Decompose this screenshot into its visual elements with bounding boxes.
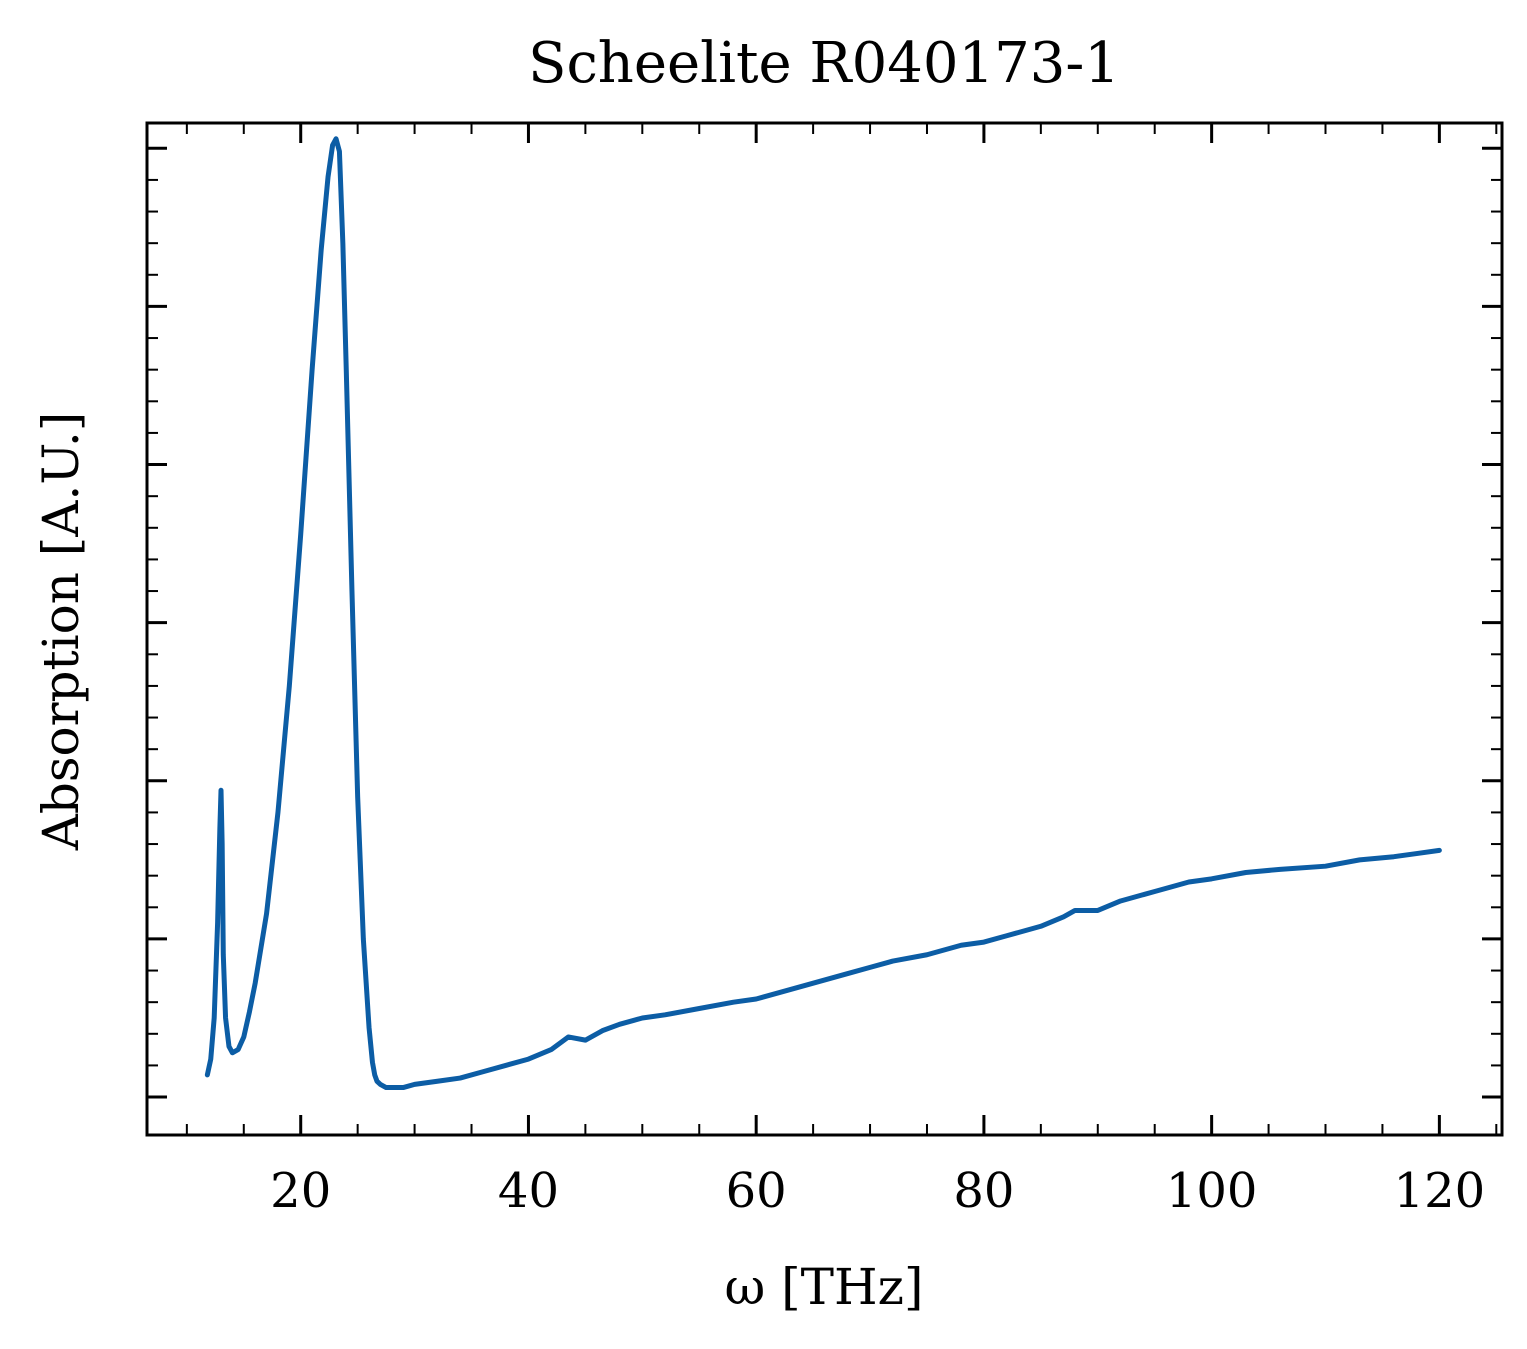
- series-line-absorption: [204, 136, 1442, 1091]
- x-tick-label: 20: [270, 1163, 331, 1219]
- x-tick-labels-layer: 20 40 60 80 100 120: [270, 1163, 1485, 1219]
- x-tick-label: 100: [1166, 1163, 1258, 1219]
- plot-frame: [145, 121, 1504, 1137]
- x-tick-label: 120: [1394, 1163, 1486, 1219]
- minor-ticks-layer: [147, 123, 1502, 1135]
- chart-title: Scheelite R040173-1: [528, 31, 1120, 96]
- x-axis-title: ω [THz]: [725, 1258, 924, 1316]
- x-tick-label: 80: [953, 1163, 1014, 1219]
- x-tick-label: 60: [726, 1163, 787, 1219]
- major-ticks-layer: [147, 123, 1502, 1135]
- x-tick-label: 40: [498, 1163, 559, 1219]
- y-axis-title: Absorption [A.U.]: [32, 412, 90, 852]
